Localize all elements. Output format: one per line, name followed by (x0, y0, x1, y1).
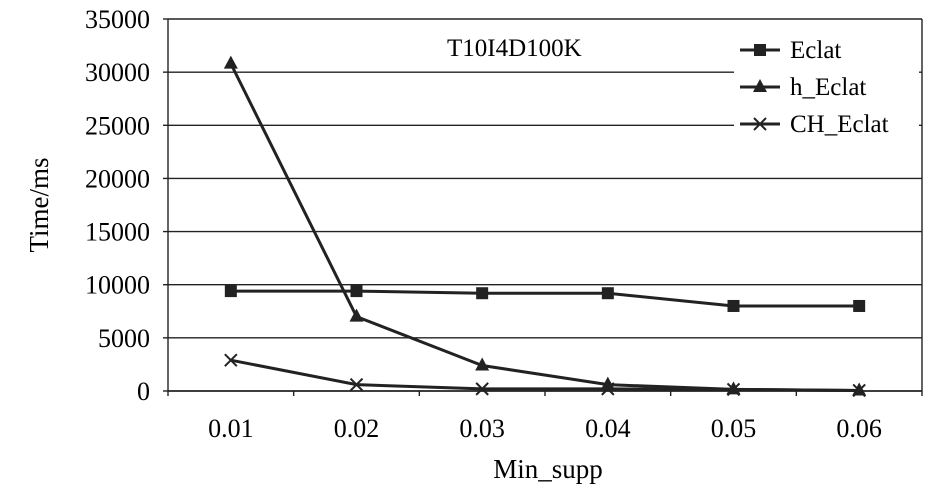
x-marker-stroke (852, 383, 866, 398)
x-axis-title: Min_supp (493, 454, 603, 484)
legend-label-eclat: Eclat (790, 37, 841, 64)
y-tick-label: 0 (137, 377, 150, 406)
legend-marker-eclat (754, 44, 766, 56)
y-tick-labels: 0 5000 10000 15000 20000 25000 30000 35000 (85, 5, 150, 406)
data-point-ch-eclat (224, 353, 238, 367)
series-eclat (224, 285, 866, 312)
legend-item-ch-eclat: CH_Eclat (740, 111, 889, 138)
data-point-ch-eclat (349, 377, 364, 392)
y-tick-label: 25000 (85, 111, 150, 140)
x-marker-stroke (601, 382, 615, 396)
x-tick-label: 0.03 (459, 414, 505, 443)
legend-label-ch-eclat: CH_Eclat (790, 111, 889, 138)
series-line-eclat (230, 289, 860, 308)
x-tick-labels: 0.01 0.02 0.03 0.04 0.05 0.06 (208, 414, 882, 443)
dataset-annotation: T10I4D100K (447, 35, 582, 62)
x-tick-label: 0.01 (208, 414, 254, 443)
legend-label-h-eclat: h_Eclat (790, 74, 866, 101)
data-point-ch-eclat (726, 382, 741, 397)
data-point-ch-eclat (852, 383, 866, 398)
series-line-ch-eclat (230, 358, 860, 392)
data-point-eclat (350, 285, 363, 298)
data-point-eclat (224, 285, 237, 298)
legend-item-eclat: Eclat (740, 37, 841, 64)
data-point-ch-eclat (475, 382, 489, 396)
legend-marker-h-eclat (753, 79, 767, 92)
data-point-eclat (853, 299, 866, 312)
data-point-h-eclat (349, 308, 364, 322)
data-point-ch-eclat (601, 382, 615, 396)
legend-item-h-eclat: h_Eclat (740, 74, 866, 101)
legend: Eclat h_Eclat CH_Eclat (734, 28, 919, 138)
data-point-h-eclat (475, 357, 490, 371)
x-marker-stroke (349, 377, 364, 392)
x-tick-label: 0.05 (711, 414, 757, 443)
y-axis-title: Time/ms (24, 157, 54, 252)
y-tick-label: 30000 (85, 58, 150, 87)
x-marker-stroke (753, 117, 767, 131)
x-tick-label: 0.04 (585, 414, 631, 443)
series-ch-eclat (224, 353, 866, 398)
x-tick-label: 0.02 (334, 414, 380, 443)
data-point-eclat (727, 299, 740, 312)
y-tick-label: 15000 (85, 218, 150, 247)
y-tick-label: 35000 (85, 5, 150, 34)
series-group (223, 55, 867, 398)
x-marker-stroke (224, 353, 238, 367)
y-tick-label: 5000 (98, 324, 150, 353)
x-tick-label: 0.06 (836, 414, 882, 443)
x-marker-stroke (726, 382, 741, 397)
legend-marker-ch-eclat (753, 117, 767, 131)
x-marker-stroke (475, 382, 489, 396)
y-tick-label: 10000 (85, 271, 150, 300)
grid-lines (168, 18, 922, 392)
data-point-eclat (476, 287, 489, 300)
data-point-eclat (601, 287, 614, 300)
data-point-h-eclat (223, 55, 238, 69)
y-tick-label: 20000 (85, 164, 150, 193)
